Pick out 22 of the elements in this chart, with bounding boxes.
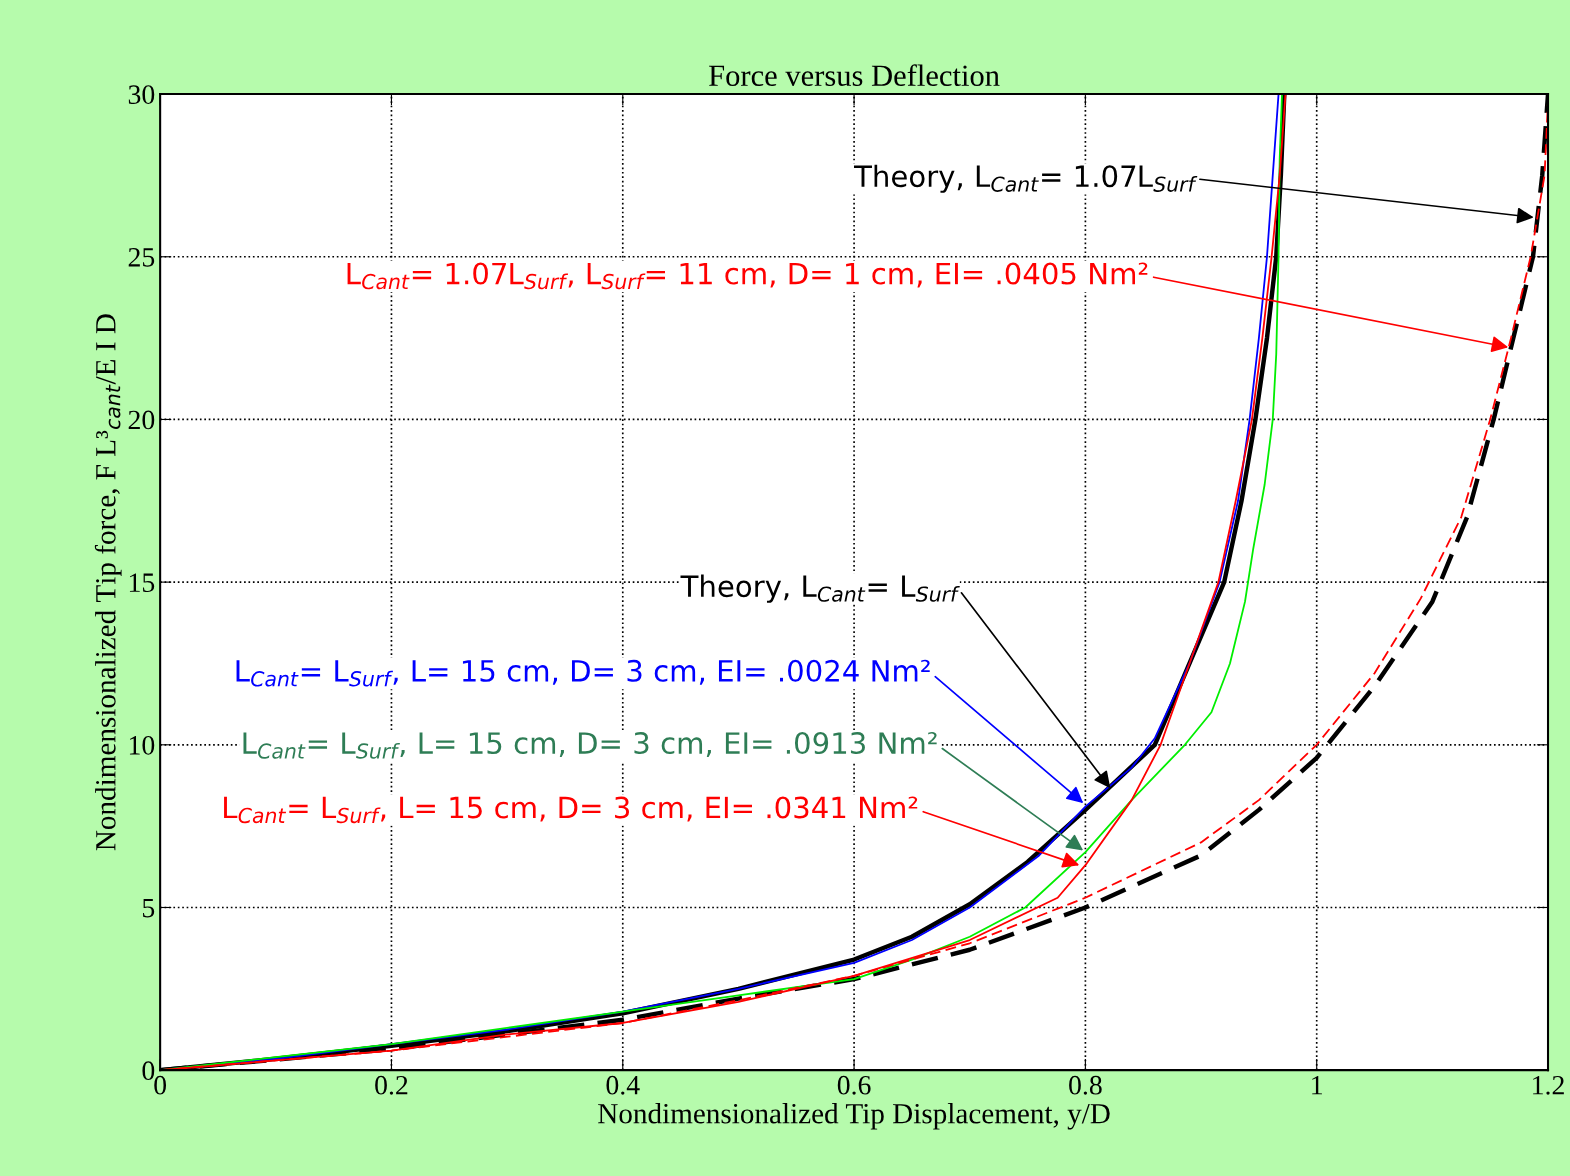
y-tick-label: 0 — [142, 1061, 155, 1081]
annotation: Theory, L$_{Cant}$= 1.07L$_{Surf}$ — [853, 164, 1198, 193]
annotation: L$_{Cant}$= L$_{Surf}$, L= 15 cm, D= 3 cm, EI= .0024 Nm² — [236, 659, 930, 687]
y-tick-label: 10 — [129, 735, 155, 755]
y-tick-label: 25 — [128, 248, 155, 267]
x-tick-label: 0.2 — [375, 1075, 408, 1095]
x-axis-title: Nondimensionalized Tip Displacement, y/D — [598, 1102, 1110, 1130]
y-tick-label: 15 — [129, 573, 155, 593]
annotation: L$_{Cant}$= 1.07L$_{Surf}$, L$_{Surf}$= 11 cm, D= 1 cm, EI= .0405 Nm² — [347, 262, 1148, 290]
y-axis-title: Nondimensionalized Tip force, F L³$_{cant}$/E I D — [94, 314, 122, 851]
x-tick-label: 0.8 — [1069, 1075, 1102, 1095]
x-tick-label: 0.4 — [606, 1075, 640, 1095]
x-tick-label: 1 — [1312, 1075, 1322, 1095]
x-tick-label: 1.2 — [1533, 1075, 1564, 1095]
chart-title: Force versus Deflection — [709, 64, 1000, 87]
annotation: L$_{Cant}$= L$_{Surf}$, L= 15 cm, D= 3 cm, EI= .0341 Nm² — [224, 796, 918, 824]
y-tick-label: 20 — [128, 410, 155, 430]
annotation: Theory, L$_{Cant}$= L$_{Surf}$ — [680, 574, 960, 603]
y-tick-label: 30 — [128, 85, 155, 104]
y-tick-label: 5 — [143, 898, 155, 918]
annotation: L$_{Cant}$= L$_{Surf}$, L= 15 cm, D= 3 cm, EI= .0913 Nm² — [243, 732, 937, 759]
x-tick-label: 0.6 — [837, 1075, 871, 1095]
